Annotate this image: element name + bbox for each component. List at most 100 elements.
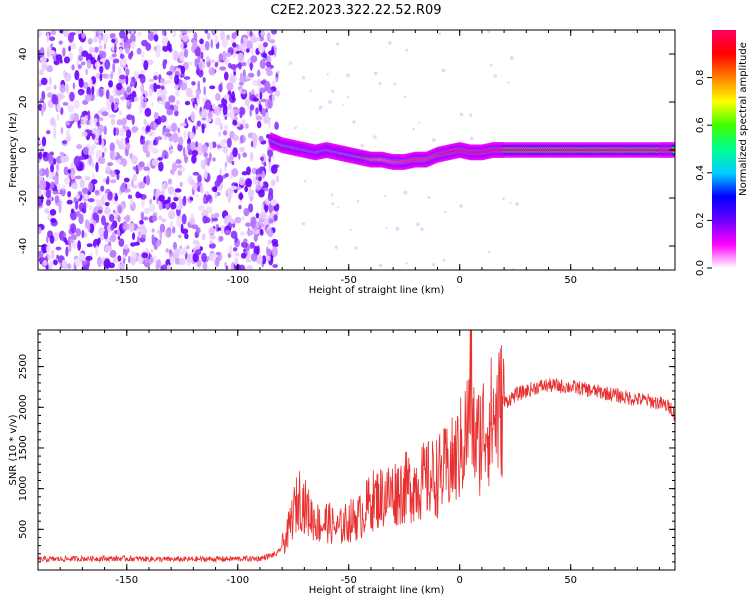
noise-speck (48, 76, 52, 86)
noise-speck (39, 55, 47, 64)
noise-speck (84, 93, 92, 103)
noise-speck (50, 43, 53, 49)
noise-speck (172, 50, 179, 61)
noise-speck (76, 144, 83, 150)
noise-speck (75, 200, 79, 210)
noise-speck (177, 127, 180, 133)
noise-speck (50, 184, 55, 189)
noise-speck (130, 242, 136, 247)
noise-speck (110, 179, 117, 184)
noise-speck (249, 108, 252, 117)
noise-speck (202, 215, 208, 224)
noise-speck (267, 239, 272, 245)
noise-speck (71, 64, 75, 71)
faint-speck (360, 144, 364, 148)
noise-speck (241, 90, 247, 95)
faint-speck (415, 222, 420, 227)
noise-speck (111, 53, 117, 58)
noise-speck (88, 205, 93, 211)
colorbar-tick-label: 0.6 (695, 117, 706, 133)
noise-speck (45, 199, 52, 206)
noise-speck (108, 80, 114, 88)
noise-speck (223, 124, 228, 132)
noise-speck (148, 129, 153, 137)
snr-series-line (38, 330, 675, 564)
noise-speck (198, 61, 203, 71)
noise-speck (78, 252, 85, 259)
noise-speck (274, 121, 279, 130)
noise-speck (89, 78, 93, 89)
noise-speck (204, 40, 210, 51)
noise-speck (130, 257, 136, 266)
noise-speck (98, 45, 103, 50)
noise-speck (119, 53, 125, 59)
noise-speck (40, 77, 48, 86)
noise-speck (141, 90, 148, 95)
noise-speck (245, 258, 252, 263)
noise-speck (223, 71, 229, 81)
noise-speck (56, 113, 60, 122)
spec-x-axis-label: Height of straight line (km) (309, 285, 445, 296)
noise-speck (244, 98, 250, 107)
faint-speck (331, 202, 335, 206)
noise-speck (53, 84, 57, 90)
noise-speck (218, 53, 223, 62)
noise-speck (78, 213, 84, 225)
noise-speck (218, 107, 222, 112)
noise-speck (260, 30, 265, 37)
noise-speck (130, 81, 135, 87)
noise-speck (233, 108, 241, 114)
noise-speck (158, 194, 165, 202)
noise-speck (270, 179, 276, 187)
noise-speck (167, 210, 176, 220)
noise-speck (197, 174, 202, 184)
noise-speck (222, 145, 228, 154)
noise-speck (157, 157, 163, 161)
noise-speck (103, 125, 107, 135)
noise-speck (199, 185, 204, 194)
noise-speck (267, 149, 274, 158)
noise-speck (112, 257, 119, 264)
noise-speck (264, 254, 271, 262)
noise-speck (208, 152, 212, 162)
noise-speck (87, 110, 91, 121)
snr-ytick-label: 2000 (18, 395, 29, 420)
noise-speck (229, 244, 233, 255)
noise-speck (82, 266, 88, 270)
noise-speck (110, 118, 116, 126)
noise-speck (61, 140, 68, 145)
noise-speck (110, 223, 115, 231)
noise-speck (66, 263, 72, 269)
noise-speck (82, 146, 90, 156)
noise-speck (58, 204, 62, 214)
noise-speck (110, 170, 116, 178)
noise-speck (263, 162, 267, 167)
noise-speck (188, 217, 196, 225)
noise-speck (223, 93, 230, 100)
noise-speck (215, 93, 221, 101)
noise-speck (151, 215, 158, 222)
noise-speck (140, 226, 147, 237)
noise-speck (56, 103, 62, 112)
noise-speck (271, 164, 278, 174)
noise-speck (98, 87, 104, 98)
noise-speck (145, 125, 151, 133)
noise-speck (224, 115, 228, 120)
noise-speck (107, 162, 114, 167)
faint-speck (301, 222, 306, 226)
noise-speck (131, 40, 136, 50)
noise-speck (153, 122, 157, 130)
noise-speck (245, 178, 252, 188)
noise-speck (205, 155, 208, 166)
noise-speck (171, 30, 177, 38)
noise-speck (60, 127, 64, 135)
noise-speck (241, 241, 248, 248)
noise-speck (66, 129, 71, 139)
noise-speck (100, 185, 105, 192)
noise-speck (234, 257, 239, 266)
noise-speck (52, 190, 59, 195)
noise-speck (246, 265, 254, 270)
noise-speck (271, 80, 276, 88)
noise-speck (54, 231, 58, 240)
noise-speck (98, 33, 102, 45)
